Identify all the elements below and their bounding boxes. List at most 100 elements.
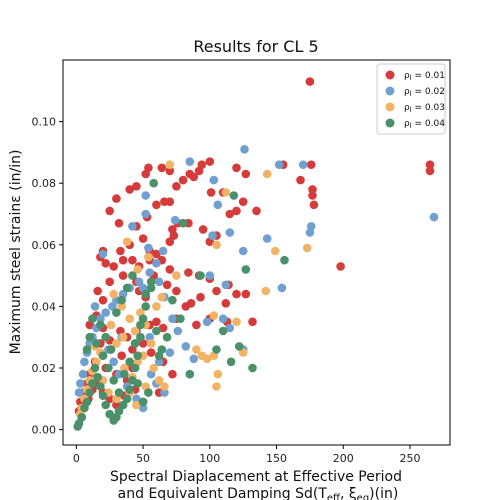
data-point [262, 234, 272, 243]
x-axis-ticks: 0 50 100 150 200 250 [73, 445, 420, 465]
data-point [168, 369, 177, 379]
data-point [128, 255, 137, 265]
data-point [248, 363, 257, 373]
data-point [280, 255, 289, 265]
data-point [209, 311, 219, 320]
data-point [308, 185, 317, 194]
x-tick-label: 200 [333, 452, 354, 465]
data-point [196, 292, 205, 302]
data-point [198, 225, 208, 234]
data-point [194, 166, 204, 176]
data-point [96, 314, 105, 324]
legend-marker [385, 86, 395, 96]
x-axis-title-line1: Spectral Diaplacement at Effective Perio… [110, 469, 402, 485]
y-tick-label: 0.04 [32, 300, 57, 313]
data-point [116, 246, 125, 256]
data-point [154, 357, 164, 367]
plot-frame [62, 59, 451, 446]
x-axis-title-suffix: )(in) [369, 486, 398, 500]
data-point [197, 351, 207, 361]
data-point [169, 231, 179, 240]
data-point [149, 178, 158, 188]
legend: ρl = 0.01 ρl = 0.02 ρl = 0.03 ρl = 0.04 [376, 63, 446, 135]
y-tick-label: 0.02 [32, 362, 57, 375]
data-point [88, 379, 97, 388]
data-point [118, 255, 128, 265]
data-point [122, 237, 132, 246]
legend-label: ρl = 0.02 [404, 87, 445, 98]
data-point [136, 332, 145, 342]
data-point [196, 271, 205, 280]
data-point [298, 160, 308, 169]
data-point [146, 339, 156, 348]
data-point [165, 237, 175, 246]
data-point [152, 200, 161, 210]
data-point [336, 262, 345, 271]
data-point [112, 308, 121, 317]
data-point [104, 363, 113, 373]
data-point [225, 323, 235, 333]
data-point [218, 314, 228, 324]
data-point [133, 265, 142, 274]
data-point [117, 351, 126, 361]
data-point [205, 157, 215, 166]
data-point [130, 339, 140, 348]
data-point [238, 197, 248, 206]
x-tick-label: 100 [199, 452, 220, 465]
data-point [125, 314, 134, 324]
data-point [154, 277, 164, 287]
data-point [130, 363, 140, 373]
data-point [101, 259, 110, 268]
data-point [80, 357, 89, 367]
series-4 [73, 178, 289, 431]
data-point [141, 289, 150, 299]
data-point [109, 357, 118, 367]
data-point [141, 191, 150, 200]
legend-marker [385, 118, 395, 128]
data-point [185, 369, 195, 379]
data-point [162, 280, 172, 290]
data-point [92, 339, 101, 348]
chart-title: Results for CL 5 [193, 37, 318, 56]
data-point [160, 388, 169, 397]
data-point [138, 403, 148, 413]
y-tick-label: 0.06 [32, 239, 57, 252]
x-axis-title-line2: and Equivalent Damping Sd(Teff, ξeq)(in) [118, 486, 399, 500]
data-point [229, 191, 239, 200]
data-point [98, 249, 108, 259]
data-point [241, 289, 251, 299]
y-axis-ticks: 0.00 0.02 0.04 0.06 0.08 0.10 [32, 116, 63, 437]
x-tick-label: 250 [399, 452, 420, 465]
data-point [238, 246, 248, 256]
data-point [146, 277, 156, 287]
data-point [192, 345, 201, 354]
data-point [114, 388, 124, 397]
data-point [165, 166, 175, 176]
x-tick-label: 150 [266, 452, 287, 465]
data-point [154, 351, 164, 361]
data-point [221, 280, 231, 290]
data-point [173, 326, 183, 336]
data-point [125, 185, 134, 194]
data-point [296, 175, 305, 185]
data-point [152, 326, 161, 336]
data-point [118, 400, 128, 410]
data-point [165, 265, 175, 274]
data-point [154, 376, 164, 385]
data-point [168, 314, 177, 324]
data-point [212, 286, 221, 296]
data-point [232, 163, 241, 173]
data-point [248, 317, 257, 327]
data-point [132, 182, 141, 191]
data-point [152, 259, 161, 268]
data-point [212, 345, 221, 354]
data-point [118, 332, 128, 342]
x-axis-title-sub1: eff [327, 493, 341, 500]
data-point [189, 172, 199, 182]
data-point [117, 302, 126, 311]
data-point [146, 283, 156, 293]
x-axis-title-line2-main: and Equivalent Damping Sd(T [118, 486, 328, 500]
data-point [82, 345, 92, 354]
data-point [109, 376, 118, 385]
data-point [225, 228, 235, 237]
